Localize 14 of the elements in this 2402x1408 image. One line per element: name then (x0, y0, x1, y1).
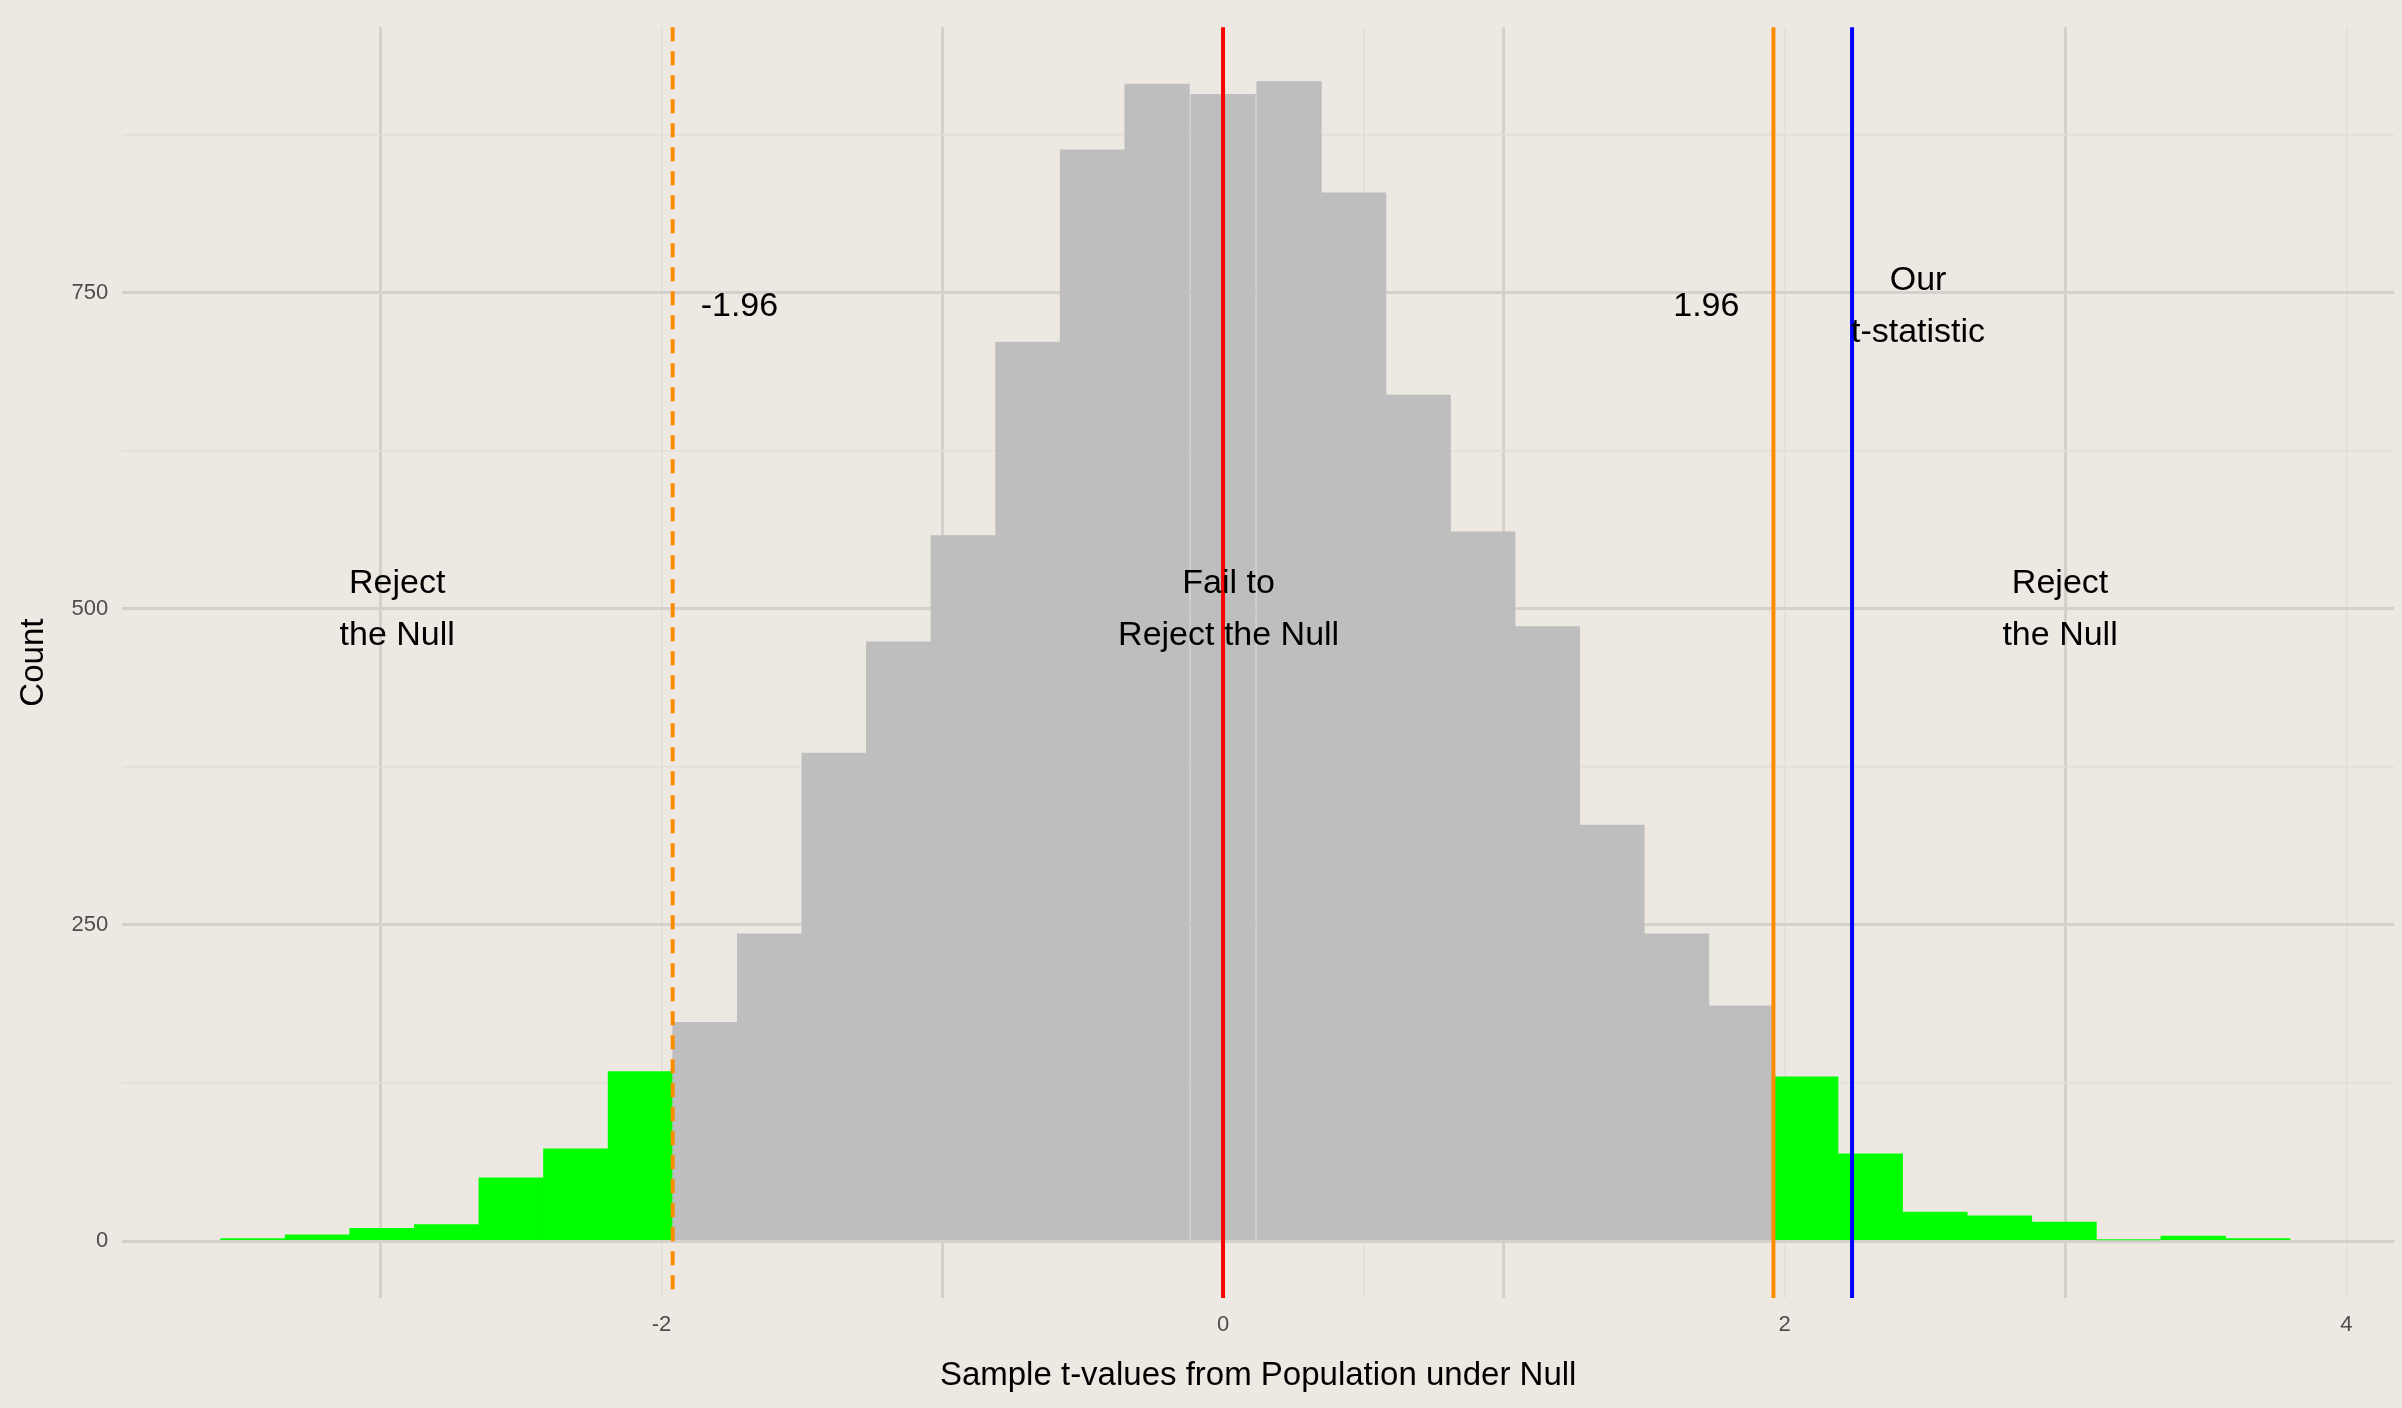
annotation: Reject the Null (339, 561, 455, 652)
y-tick-label: 0 (96, 1227, 109, 1253)
y-tick-label: 500 (71, 594, 109, 620)
y-axis-title: Count (12, 618, 50, 707)
annotation: Reject the Null (2002, 561, 2118, 652)
x-tick-label: 4 (2340, 1311, 2353, 1337)
x-tick-label: -2 (651, 1311, 672, 1337)
ref-line-label: 1.96 (1673, 285, 1740, 324)
x-tick-label: 2 (1778, 1311, 1791, 1337)
ref-line-label: -1.96 (700, 285, 779, 324)
x-tick-label: 0 (1216, 1311, 1230, 1337)
y-tick-label: 750 (71, 278, 109, 304)
x-axis-title: Sample t-values from Population under Null (939, 1355, 1577, 1393)
y-tick-label: 250 (71, 911, 109, 937)
